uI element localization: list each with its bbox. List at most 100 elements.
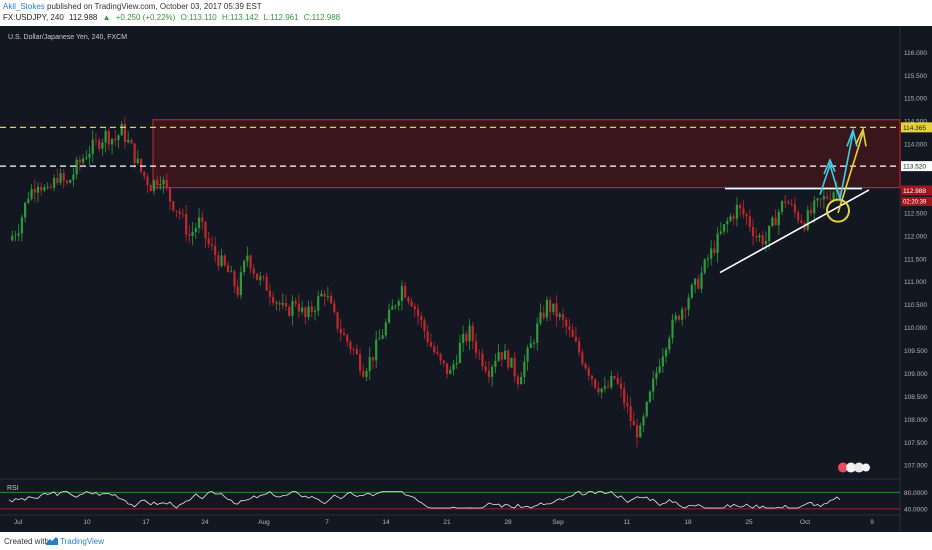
- candle-body: [246, 255, 249, 262]
- candle-body: [40, 186, 43, 191]
- y-tick-label: 108.000: [904, 417, 928, 424]
- candle-body: [449, 369, 452, 374]
- candle-body: [619, 383, 623, 389]
- candle-body: [755, 236, 758, 238]
- y-tick-label: 111.500: [904, 256, 927, 263]
- candle-body: [474, 341, 478, 353]
- price-change: +0.250 (+0.22%): [115, 13, 176, 22]
- candle-body: [368, 356, 371, 371]
- x-tick-label: 11: [624, 519, 631, 526]
- candle-body: [59, 173, 62, 183]
- candle-body: [201, 217, 204, 222]
- candle-body: [471, 325, 474, 342]
- candle-body: [139, 158, 143, 172]
- candle-body: [491, 366, 494, 377]
- candle-body: [72, 174, 75, 181]
- candle-body: [558, 314, 561, 317]
- candle-body: [507, 350, 510, 368]
- candle-body: [520, 376, 523, 385]
- y-tick-label: 114.000: [904, 142, 927, 149]
- y-tick-label: 109.000: [904, 371, 928, 378]
- tradingview-link[interactable]: TradingView: [60, 537, 105, 546]
- x-tick-label: 10: [83, 519, 91, 526]
- candle-body: [523, 361, 526, 377]
- price-chart[interactable]: U.S. Dollar/Japanese Yen, 240, FXCM 116.0…: [0, 26, 932, 532]
- candle-body: [581, 352, 584, 364]
- candle-body: [381, 335, 384, 339]
- candle-body: [729, 216, 732, 221]
- candle-body: [194, 228, 197, 232]
- chart-area[interactable]: U.S. Dollar/Japanese Yen, 240, FXCM 116.0…: [0, 26, 932, 532]
- candle-body: [639, 425, 642, 438]
- candle-body: [284, 303, 288, 307]
- candle-body: [629, 406, 632, 422]
- candle-body: [165, 180, 168, 189]
- candle-body: [336, 312, 339, 329]
- ohlc-high: H:113.142: [222, 13, 259, 22]
- arrow-head-yellow: [855, 126, 867, 147]
- candle-body: [536, 323, 539, 343]
- arrow-head-cyan-1: [823, 158, 836, 175]
- candle-body: [259, 276, 262, 280]
- candle-body: [210, 244, 214, 246]
- x-tick-label: 14: [382, 519, 390, 526]
- candle-body: [27, 198, 30, 203]
- candle-body: [304, 307, 307, 318]
- chart-title: U.S. Dollar/Japanese Yen, 240, FXCM: [8, 34, 127, 41]
- candle-body: [768, 225, 771, 241]
- candle-body: [88, 153, 91, 158]
- candle-body: [156, 180, 159, 186]
- candle-body: [739, 204, 742, 209]
- candle-body: [648, 391, 652, 402]
- candle-body: [555, 303, 558, 317]
- candle-body: [732, 216, 735, 219]
- candle-body: [342, 333, 346, 335]
- candle-body: [407, 297, 410, 302]
- candle-body: [52, 177, 56, 188]
- candle-body: [188, 234, 191, 236]
- candle-body: [690, 284, 693, 298]
- candle-body: [494, 360, 497, 367]
- candle-body: [455, 362, 458, 365]
- candle-body: [681, 309, 684, 320]
- candle-body: [375, 339, 378, 361]
- breakout-arrow-cyan: [819, 132, 854, 200]
- rsi-tick-label: 40.0000: [904, 506, 928, 513]
- x-tick-label: Oct: [800, 519, 810, 526]
- candle-body: [378, 338, 381, 340]
- candle-body: [133, 143, 136, 164]
- candle-body: [81, 158, 85, 163]
- candle-body: [326, 296, 329, 297]
- candle-body: [623, 388, 626, 404]
- candle-body: [552, 303, 555, 312]
- candle-body: [236, 286, 239, 296]
- candle-body: [36, 186, 40, 193]
- candle-body: [220, 255, 223, 266]
- candle-body: [178, 211, 181, 214]
- candle-body: [813, 200, 816, 214]
- chart-header: Akil_Stokes published on TradingView.com…: [0, 0, 932, 26]
- candle-body: [436, 352, 439, 354]
- candle-body: [387, 309, 391, 323]
- candle-body: [110, 138, 114, 145]
- candle-body: [243, 261, 246, 273]
- x-tick-label: 28: [504, 519, 512, 526]
- candle-body: [394, 305, 397, 307]
- candle-body: [442, 360, 445, 364]
- candle-body: [835, 189, 838, 193]
- candle-body: [532, 342, 536, 344]
- candle-body: [172, 201, 175, 211]
- candle-body: [185, 214, 188, 235]
- candle-body: [700, 272, 703, 289]
- candle-body: [120, 123, 123, 136]
- candle-body: [584, 363, 587, 369]
- candle-body: [400, 285, 404, 302]
- candle-body: [542, 312, 545, 318]
- author-link[interactable]: Akil_Stokes: [3, 2, 45, 11]
- candle-body: [307, 306, 310, 318]
- candle-body: [162, 180, 165, 185]
- candle-body: [420, 316, 423, 321]
- candle-body: [404, 285, 407, 298]
- candle-body: [549, 299, 552, 312]
- y-tick-label: 116.000: [904, 50, 927, 57]
